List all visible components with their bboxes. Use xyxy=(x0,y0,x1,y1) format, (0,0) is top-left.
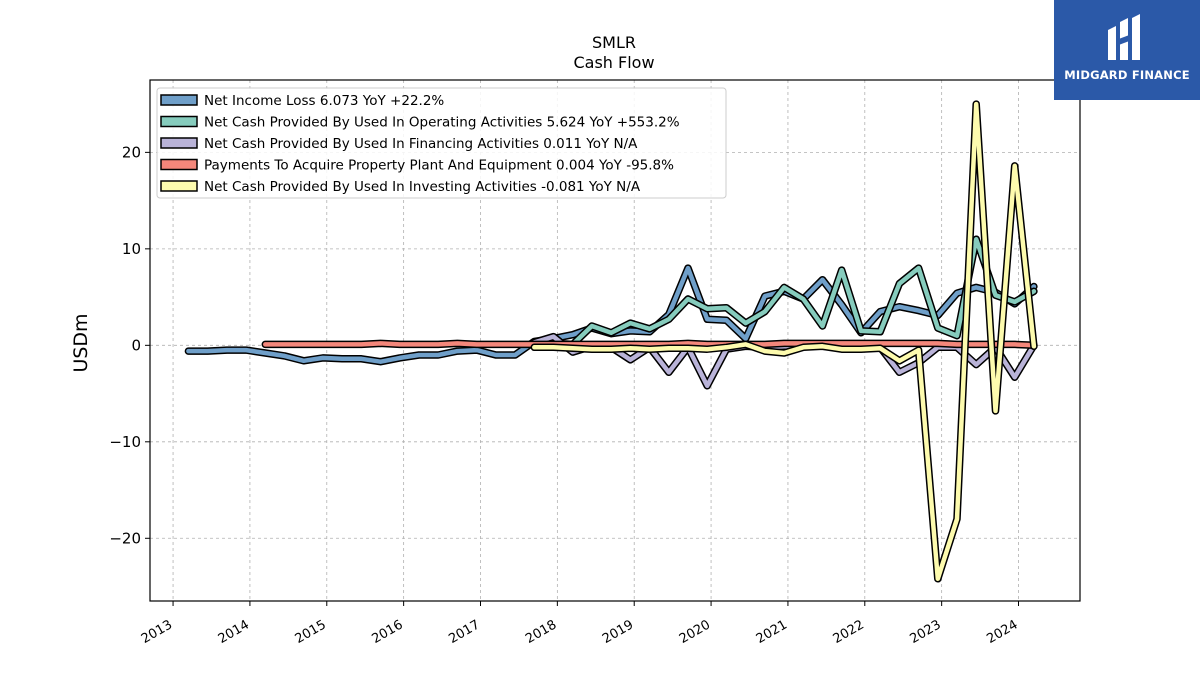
legend-label: Net Income Loss 6.073 YoY +22.2% xyxy=(204,93,444,109)
series-4-line xyxy=(532,101,1037,582)
x-tick-label: 2018 xyxy=(523,617,559,647)
series-3-line xyxy=(263,341,1037,348)
x-tick-label: 2015 xyxy=(293,617,329,647)
x-tick-label: 2022 xyxy=(831,617,867,647)
y-tick-label: 0 xyxy=(131,336,141,354)
axes: −20 −10 0 10 20 2013 2014 2015 2016 2017 2018 2019 2… xyxy=(109,143,1020,647)
series-1-line xyxy=(532,236,1037,347)
series-4 xyxy=(530,100,1038,583)
y-tick-label: 10 xyxy=(122,240,141,258)
x-tick-label: 2020 xyxy=(677,617,713,647)
series-1 xyxy=(530,235,1038,349)
logo-mark-icon xyxy=(1108,14,1140,60)
x-tick-label: 2014 xyxy=(216,617,252,647)
legend-swatch xyxy=(160,115,198,128)
x-tick-label: 2019 xyxy=(600,617,636,647)
series-3 xyxy=(261,339,1038,350)
x-tick-label: 2017 xyxy=(446,617,482,647)
legend-label: Payments To Acquire Property Plant And E… xyxy=(204,158,674,174)
y-tick-label: 20 xyxy=(122,143,141,161)
midgard-finance-logo: MIDGARD FINANCE xyxy=(1054,0,1200,100)
series-layer xyxy=(184,100,1038,583)
chart-title: SMLR xyxy=(592,33,636,52)
plot-area-frame xyxy=(149,79,1081,602)
legend-swatch xyxy=(160,137,198,149)
y-axis-label: USDm xyxy=(70,313,92,372)
x-tick-label: 2016 xyxy=(369,617,405,647)
legend-label: Net Cash Provided By Used In Financing A… xyxy=(204,136,638,152)
legend-box xyxy=(156,87,727,199)
x-tick-label: 2023 xyxy=(907,617,943,647)
legend-swatch xyxy=(160,94,198,106)
logo-text: MIDGARD FINANCE xyxy=(1064,68,1190,82)
legend-swatch xyxy=(160,158,198,171)
x-tick-label: 2021 xyxy=(754,617,790,647)
legend-swatch xyxy=(160,180,198,192)
y-tick-label: −20 xyxy=(109,529,141,547)
y-tick-label: −10 xyxy=(109,433,141,451)
legend-label: Net Cash Provided By Used In Investing A… xyxy=(204,179,641,195)
chart-subtitle: Cash Flow xyxy=(573,53,654,72)
x-tick-label: 2013 xyxy=(139,617,175,647)
legend-label: Net Cash Provided By Used In Operating A… xyxy=(204,115,680,131)
legend: Net Income Loss 6.073 YoY +22.2% Net Cash… xyxy=(156,87,727,199)
x-tick-label: 2024 xyxy=(984,617,1020,647)
